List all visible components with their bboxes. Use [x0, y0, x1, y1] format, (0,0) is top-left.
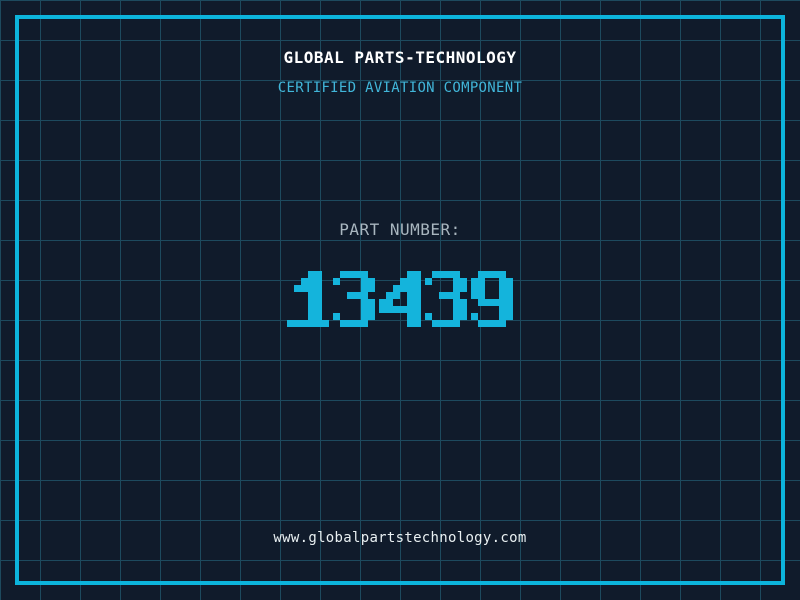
- certification-subtitle: CERTIFIED AVIATION COMPONENT: [277, 80, 523, 96]
- website-url: www.globalpartstechnology.com: [273, 530, 527, 546]
- part-number-value: [0, 271, 800, 327]
- part-number-digits: [287, 271, 513, 327]
- company-title: GLOBAL PARTS-TECHNOLOGY: [283, 48, 517, 67]
- part-number-label: PART NUMBER:: [339, 220, 461, 239]
